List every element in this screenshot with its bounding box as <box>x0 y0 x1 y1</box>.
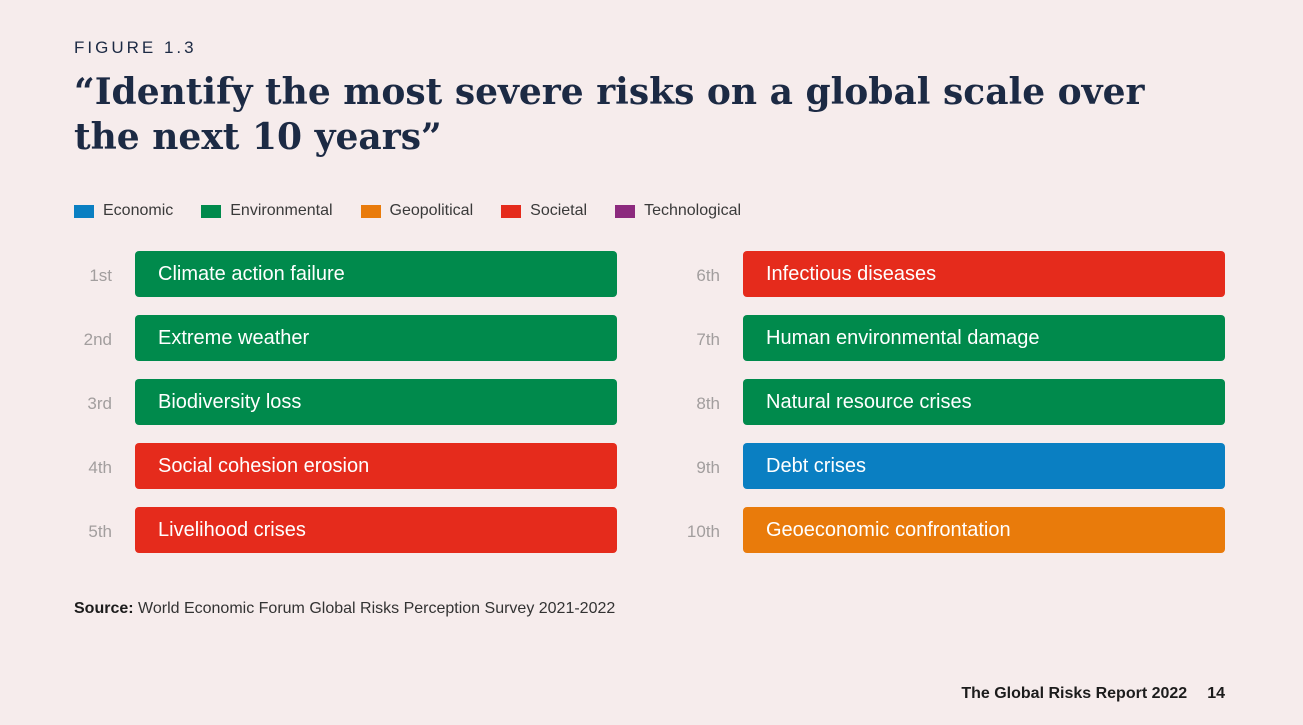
figure-label: FIGURE 1.3 <box>74 38 197 57</box>
page-number: 14 <box>1207 685 1225 702</box>
risk-rank: 2nd <box>83 330 112 349</box>
legend-item-economic: Economic <box>74 202 173 220</box>
risk-rank: 9th <box>696 458 720 477</box>
source-note: Source: World Economic Forum Global Risk… <box>74 600 615 618</box>
page-title: “Identify the most severe risks on a glo… <box>74 71 1145 158</box>
legend: Economic Environmental Geopolitical Soci… <box>74 202 769 220</box>
risk-bar: Infectious diseases <box>743 251 1225 297</box>
source-text: World Economic Forum Global Risks Percep… <box>133 600 616 617</box>
page-footer: The Global Risks Report 2022 14 <box>961 685 1225 703</box>
risk-rank: 8th <box>696 394 720 413</box>
risk-bar: Extreme weather <box>135 315 617 361</box>
risk-rank: 4th <box>88 458 112 477</box>
risk-bar: Livelihood crises <box>135 507 617 553</box>
risk-rank: 10th <box>686 522 720 541</box>
risk-rank: 1st <box>89 266 112 285</box>
legend-swatch <box>201 204 222 218</box>
risk-rank: 3rd <box>87 394 112 413</box>
legend-label: Technological <box>644 202 742 219</box>
legend-label: Geopolitical <box>389 202 474 219</box>
risk-rank: 5th <box>88 522 112 541</box>
risk-rank: 6th <box>696 266 720 285</box>
legend-label: Environmental <box>230 202 333 219</box>
risk-bar: Geoeconomic confrontation <box>743 507 1225 553</box>
legend-swatch <box>501 204 522 218</box>
legend-label: Societal <box>530 202 588 219</box>
legend-swatch <box>74 204 94 218</box>
legend-item-geopolitical: Geopolitical <box>360 202 474 220</box>
report-title: The Global Risks Report 2022 <box>961 685 1188 702</box>
legend-item-environmental: Environmental <box>201 202 333 220</box>
risk-bar: Debt crises <box>743 443 1225 489</box>
legend-swatch <box>615 204 636 218</box>
risk-bar: Climate action failure <box>135 251 617 297</box>
legend-label: Economic <box>103 202 174 219</box>
risk-bar: Natural resource crises <box>743 379 1225 425</box>
legend-swatch <box>360 204 381 218</box>
risk-bar: Social cohesion erosion <box>135 443 617 489</box>
risk-bar: Human environmental damage <box>743 315 1225 361</box>
legend-item-technological: Technological <box>615 202 741 220</box>
source-prefix: Source: <box>74 600 134 617</box>
risk-bar: Biodiversity loss <box>135 379 617 425</box>
risk-rank: 7th <box>696 330 720 349</box>
legend-item-societal: Societal <box>501 202 587 220</box>
